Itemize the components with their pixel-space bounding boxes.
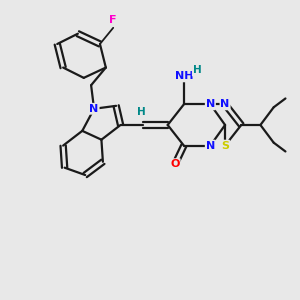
Text: O: O xyxy=(170,159,180,169)
Text: F: F xyxy=(110,15,117,26)
Text: H: H xyxy=(193,65,202,76)
Text: N: N xyxy=(206,141,215,151)
Text: NH: NH xyxy=(175,71,193,81)
Text: N: N xyxy=(220,99,230,110)
Text: N: N xyxy=(206,99,215,110)
Text: S: S xyxy=(221,141,229,151)
Text: N: N xyxy=(89,104,99,114)
Text: H: H xyxy=(137,107,146,117)
